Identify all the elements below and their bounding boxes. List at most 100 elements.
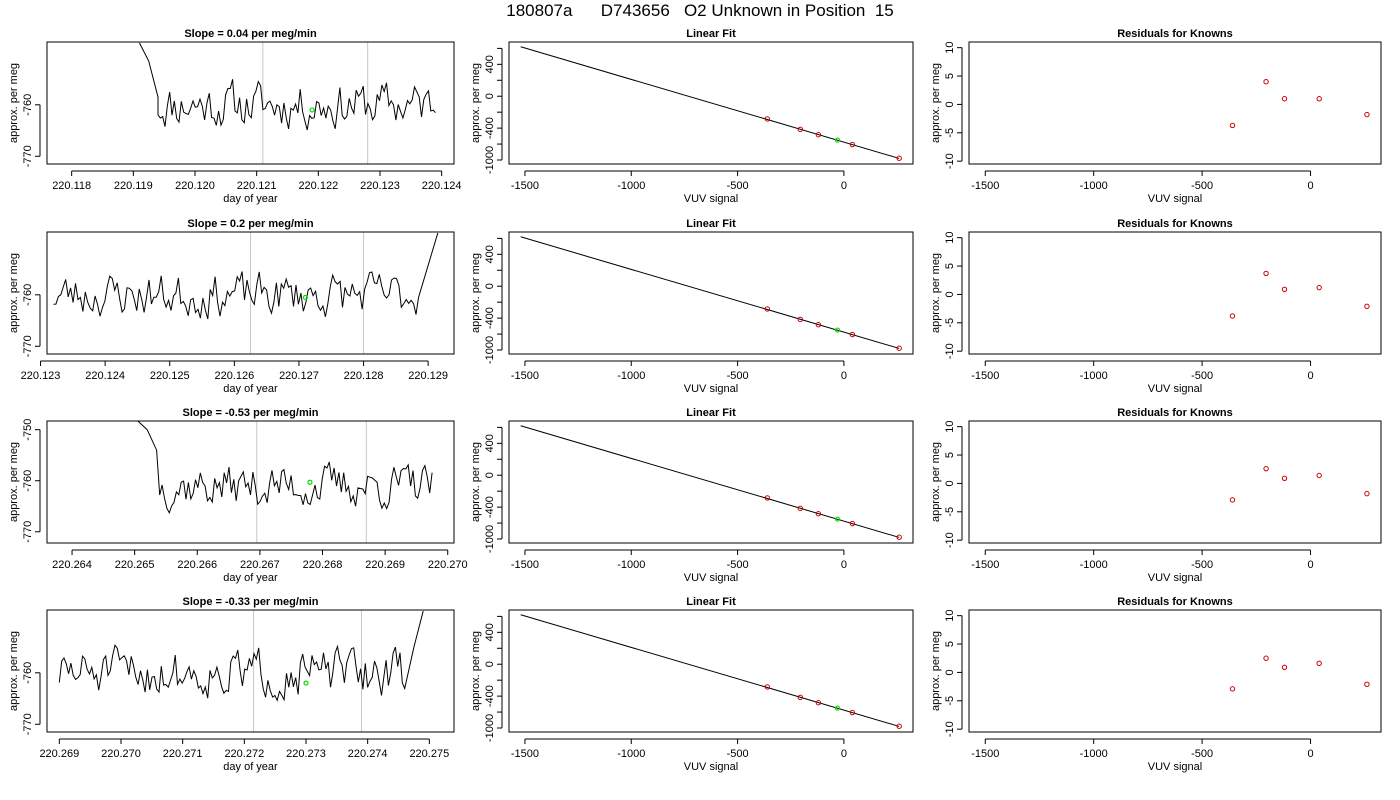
- y-tick-label: -10: [944, 532, 956, 548]
- plot-frame: [46, 420, 455, 544]
- y-axis-label: approx. per meg: [8, 631, 20, 711]
- known-point: [1364, 303, 1370, 310]
- x-tick-label: -1000: [617, 370, 645, 382]
- x-tick-label: -500: [1191, 180, 1213, 192]
- known-point: [1364, 111, 1370, 118]
- y-tick-label: 0: [944, 291, 956, 297]
- known-point: [764, 495, 771, 501]
- x-tick-label: 0: [841, 559, 847, 571]
- x-tick-label: 220.124: [422, 180, 462, 192]
- y-axis-label: approx. per meg: [470, 442, 482, 522]
- x-tick-label: 220.271: [163, 748, 203, 760]
- y-tick-label: 400: [484, 55, 496, 73]
- fit-line: [520, 425, 900, 538]
- known-point: [1263, 79, 1269, 85]
- y-axis-label: approx. per meg: [8, 253, 20, 333]
- known-point: [764, 116, 771, 122]
- y-tick-label: -760: [22, 284, 34, 306]
- panel-title: Residuals for Knowns: [1117, 218, 1233, 230]
- y-tick-label: 400: [484, 245, 496, 263]
- y-axis-label: approx. per meg: [8, 442, 20, 522]
- unknown-highlight-point: [307, 479, 313, 485]
- y-tick-label: -5: [944, 696, 956, 706]
- x-tick-label: 220.125: [150, 370, 190, 382]
- known-point: [1316, 472, 1322, 479]
- x-axis-label: VUV signal: [684, 193, 738, 205]
- y-tick-label: -760: [22, 94, 34, 116]
- signal-trace: [137, 421, 433, 515]
- known-point: [1263, 270, 1269, 277]
- y-tick-label: 0: [944, 101, 956, 107]
- known-point: [1263, 655, 1269, 661]
- known-point: [1229, 686, 1236, 692]
- signal-trace: [53, 232, 439, 320]
- panel-scatter-6: Residuals for Knowns -1500 -1000 -500 0 VUV s…: [930, 218, 1382, 395]
- unknown-point: [834, 516, 841, 522]
- known-point: [896, 345, 902, 351]
- plot-frame: [508, 609, 914, 733]
- known-point: [1263, 465, 1269, 472]
- y-tick-label: 0: [484, 283, 496, 289]
- y-tick-label: 10: [944, 232, 956, 244]
- x-tick-label: 220.123: [360, 180, 400, 192]
- known-point: [1316, 284, 1322, 291]
- y-tick-label: 0: [944, 669, 956, 675]
- plot-area: [1229, 465, 1370, 503]
- plot-frame: [46, 41, 455, 165]
- x-tick-label: 220.122: [298, 180, 338, 192]
- x-tick-label: -1000: [1080, 370, 1108, 382]
- panel-title: Linear Fit: [686, 28, 736, 40]
- y-tick-label: 400: [484, 434, 496, 452]
- x-tick-label: 0: [1307, 559, 1313, 571]
- x-tick-label: -1500: [971, 180, 999, 192]
- known-point: [764, 306, 771, 312]
- y-tick-label: -400: [484, 117, 496, 139]
- x-tick-label: -500: [727, 180, 749, 192]
- x-axis-label: day of year: [223, 383, 278, 395]
- x-tick-label: -1000: [1080, 559, 1108, 571]
- x-tick-label: 220.128: [344, 370, 384, 382]
- unknown-point: [834, 327, 841, 333]
- x-tick-label: -500: [727, 748, 749, 760]
- x-tick-label: 220.265: [115, 559, 155, 571]
- panel-line-10: Slope = -0.33 per meg/min 220.269 220.270 2…: [8, 596, 455, 773]
- plot-area: [137, 421, 433, 543]
- panel-line-1: Slope = 0.04 per meg/min 220.118 220.119 22…: [8, 28, 462, 205]
- panel-scatter-5: Linear Fit -1500 -1000 -500 0 VUV signal -1000…: [470, 218, 914, 395]
- panel-title: Slope = -0.33 per meg/min: [182, 596, 318, 608]
- x-axis-label: VUV signal: [1148, 761, 1202, 773]
- page-title: 180807a D743656 O2 Unknown in Position 1…: [506, 1, 894, 20]
- panel-title: Slope = 0.2 per meg/min: [187, 218, 314, 230]
- y-axis-label: approx. per meg: [8, 63, 20, 143]
- known-point: [1229, 122, 1236, 129]
- x-axis-label: day of year: [223, 193, 278, 205]
- plot-area: [520, 425, 902, 540]
- panel-title: Residuals for Knowns: [1117, 28, 1233, 40]
- panel-title: Slope = 0.04 per meg/min: [184, 28, 317, 40]
- known-point: [764, 684, 771, 690]
- plot-area: [139, 42, 436, 164]
- y-tick-label: -400: [484, 496, 496, 518]
- panel-scatter-9: Residuals for Knowns -1500 -1000 -500 0 VUV s…: [930, 407, 1382, 584]
- y-axis-label: approx. per meg: [930, 63, 942, 143]
- x-tick-label: 0: [1307, 748, 1313, 760]
- x-tick-label: 220.275: [409, 748, 449, 760]
- fit-line: [520, 614, 900, 727]
- known-point: [1316, 660, 1322, 667]
- known-point: [1364, 490, 1370, 497]
- known-point: [1281, 96, 1288, 102]
- known-point: [797, 694, 804, 701]
- y-tick-label: -400: [484, 307, 496, 329]
- x-tick-label: -1500: [971, 370, 999, 382]
- unknown-point: [834, 705, 841, 711]
- plot-frame: [46, 231, 455, 355]
- known-point: [849, 520, 856, 527]
- x-tick-label: 0: [1307, 370, 1313, 382]
- panel-scatter-8: Linear Fit -1500 -1000 -500 0 VUV signal -1000…: [470, 407, 914, 584]
- y-tick-label: -1000: [484, 146, 496, 174]
- x-tick-label: -1500: [971, 748, 999, 760]
- x-tick-label: -1500: [511, 370, 539, 382]
- y-tick-label: -5: [944, 507, 956, 517]
- plot-frame: [968, 41, 1382, 165]
- y-tick-label: -5: [944, 128, 956, 138]
